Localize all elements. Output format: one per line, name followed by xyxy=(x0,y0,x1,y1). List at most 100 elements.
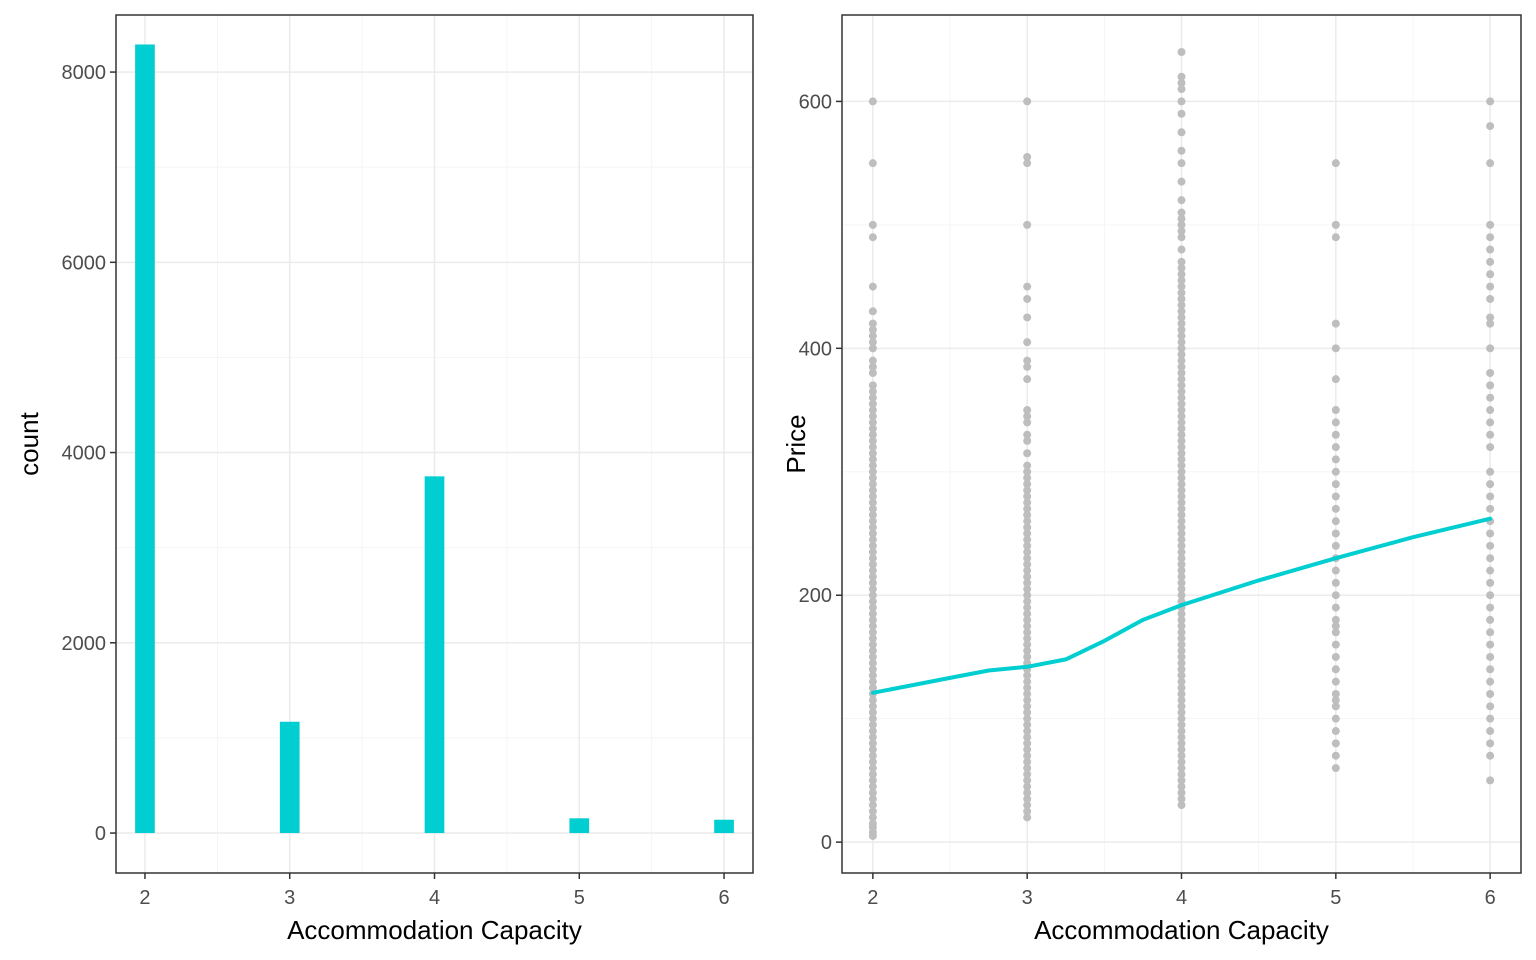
price-point xyxy=(1177,387,1186,396)
price-point xyxy=(868,319,877,328)
price-point xyxy=(1177,523,1186,532)
price-point xyxy=(1023,671,1032,680)
price-point xyxy=(868,560,877,569)
price-point xyxy=(868,529,877,538)
price-point xyxy=(1486,529,1495,538)
price-point xyxy=(868,677,877,686)
price-point xyxy=(1486,393,1495,402)
x-tick-label: 6 xyxy=(718,887,729,909)
price-point xyxy=(868,480,877,489)
y-tick-label: 8000 xyxy=(62,62,107,84)
price-point xyxy=(1331,615,1340,624)
price-point xyxy=(1177,214,1186,223)
price-point xyxy=(1177,85,1186,94)
price-point xyxy=(1023,646,1032,655)
price-point xyxy=(868,449,877,458)
price-point xyxy=(868,708,877,717)
price-point xyxy=(1177,696,1186,705)
price-point xyxy=(1023,764,1032,773)
price-point xyxy=(1331,455,1340,464)
price-point xyxy=(1177,399,1186,408)
price-point xyxy=(1177,652,1186,661)
price-point xyxy=(1177,48,1186,57)
price-point xyxy=(1486,566,1495,575)
price-point xyxy=(1331,628,1340,637)
price-point xyxy=(868,473,877,482)
price-point xyxy=(868,739,877,748)
price-point xyxy=(1177,609,1186,618)
price-point xyxy=(1023,529,1032,538)
price-point xyxy=(1177,751,1186,760)
price-point xyxy=(868,813,877,822)
price-point xyxy=(868,591,877,600)
price-point xyxy=(1177,714,1186,723)
y-tick-label: 2000 xyxy=(62,633,107,655)
price-point xyxy=(1023,461,1032,470)
price-point xyxy=(868,640,877,649)
price-point xyxy=(1177,517,1186,526)
price-point xyxy=(1486,665,1495,674)
x-tick-label: 4 xyxy=(429,887,440,909)
price-point xyxy=(1023,548,1032,557)
price-point xyxy=(1177,498,1186,507)
price-point xyxy=(1177,727,1186,736)
price-point xyxy=(1177,325,1186,334)
price-point xyxy=(1331,467,1340,476)
price-point xyxy=(1023,708,1032,717)
price-point xyxy=(1177,362,1186,371)
price-point xyxy=(1023,628,1032,637)
price-point xyxy=(1177,97,1186,106)
price-point xyxy=(1023,436,1032,445)
price-point xyxy=(1486,603,1495,612)
price-point xyxy=(1023,412,1032,421)
price-point xyxy=(868,331,877,340)
price-point xyxy=(1177,801,1186,810)
price-point xyxy=(1486,294,1495,303)
price-point xyxy=(1486,727,1495,736)
price-point xyxy=(1177,733,1186,742)
x-axis-title: Accommodation Capacity xyxy=(287,915,582,945)
price-point xyxy=(1177,78,1186,87)
price-point xyxy=(1331,677,1340,686)
price-point xyxy=(1331,591,1340,600)
price-point xyxy=(1023,541,1032,550)
price-point xyxy=(868,776,877,785)
price-point xyxy=(1331,696,1340,705)
price-point xyxy=(1177,486,1186,495)
price-point xyxy=(1177,529,1186,538)
price-point xyxy=(1331,418,1340,427)
price-point xyxy=(1177,665,1186,674)
price-point xyxy=(868,794,877,803)
histogram-bar xyxy=(714,819,734,834)
price-point xyxy=(868,801,877,810)
price-point xyxy=(1177,535,1186,544)
price-point xyxy=(1486,578,1495,587)
price-point xyxy=(1023,727,1032,736)
price-point xyxy=(1177,492,1186,501)
price-point xyxy=(1023,757,1032,766)
price-point xyxy=(1177,566,1186,575)
price-point xyxy=(1331,739,1340,748)
price-point xyxy=(1486,689,1495,698)
price-point xyxy=(1177,196,1186,205)
price-point xyxy=(1331,640,1340,649)
price-point xyxy=(1177,128,1186,137)
histogram-bar xyxy=(135,44,155,834)
price-point xyxy=(1331,344,1340,353)
price-point xyxy=(1331,702,1340,711)
price-point xyxy=(868,819,877,828)
price-point xyxy=(868,282,877,291)
price-point xyxy=(1331,233,1340,242)
price-point xyxy=(1177,257,1186,266)
price-point xyxy=(1331,751,1340,760)
price-point xyxy=(868,609,877,618)
price-point xyxy=(1486,467,1495,476)
price-point xyxy=(1486,443,1495,452)
price-point xyxy=(1023,652,1032,661)
price-point xyxy=(1177,227,1186,236)
price-point xyxy=(1331,480,1340,489)
y-tick-label: 400 xyxy=(799,338,832,360)
price-point xyxy=(1177,757,1186,766)
price-point xyxy=(1177,233,1186,242)
price-point xyxy=(1023,689,1032,698)
